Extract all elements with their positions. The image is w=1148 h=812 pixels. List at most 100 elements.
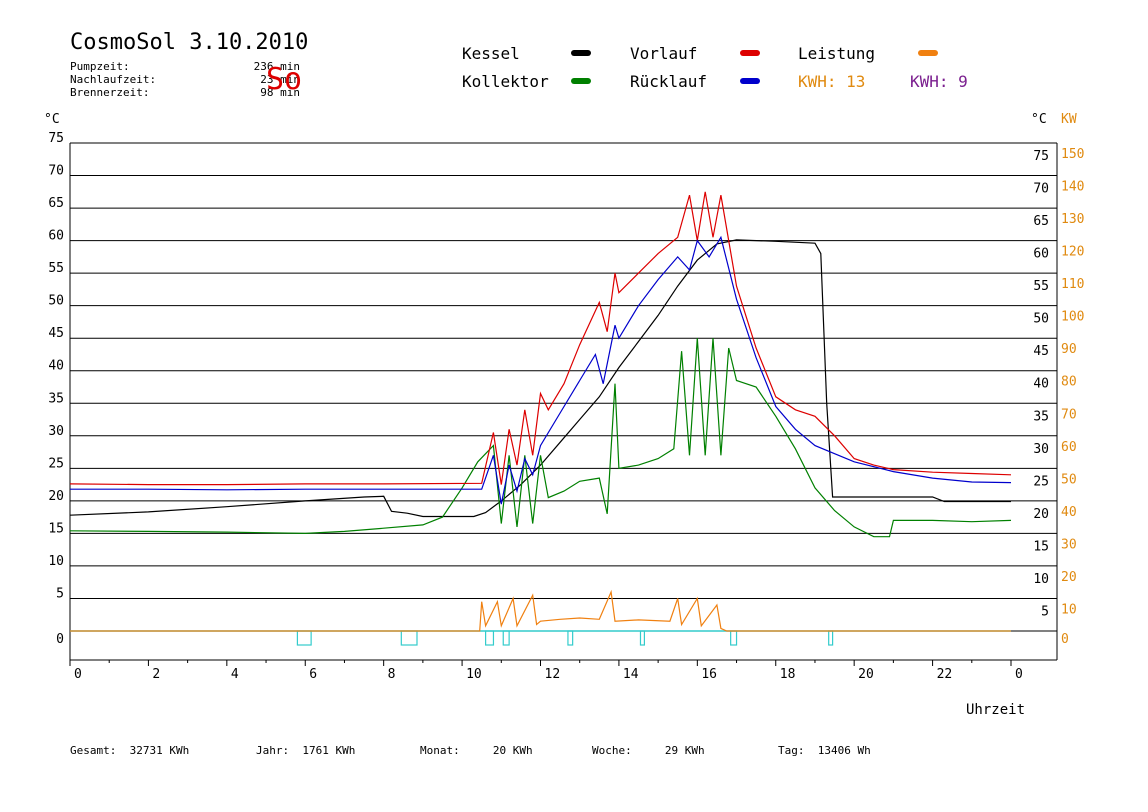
y-tick-label-right: 25 [1033, 474, 1049, 489]
y2-tick-label: 110 [1061, 277, 1084, 292]
y2-tick-label: 150 [1061, 147, 1084, 162]
stat-label: Tag: [778, 744, 805, 757]
y-tick-label-right: 35 [1033, 409, 1049, 424]
y2-tick-label: 120 [1061, 245, 1084, 260]
y-tick-label-left: 20 [48, 489, 64, 504]
y2-tick-label: 80 [1061, 375, 1077, 390]
x-tick-label: 4 [231, 667, 239, 682]
kwh-purple: KWH: 9 [910, 72, 968, 91]
series-line-leistung [70, 589, 1011, 632]
y-tick-label-right: 60 [1033, 247, 1049, 262]
stat-gesamt: Gesamt: 32731 KWh [70, 744, 189, 757]
x-tick-label: 12 [545, 667, 561, 682]
y-tick-label-right: 50 [1033, 312, 1049, 327]
y2-tick-label: 10 [1061, 602, 1077, 617]
weekday-label: So [266, 62, 303, 97]
info-value: 23 min [260, 73, 300, 86]
kwh-orange: KWH: 13 [798, 72, 865, 91]
y2-tick-label: 140 [1061, 180, 1084, 195]
y-tick-label-left: 65 [48, 196, 64, 211]
pump-pulse [828, 630, 834, 646]
info-brennerzeit: Brennerzeit: 98 min [70, 86, 300, 99]
x-tick-label: 0 [1015, 667, 1023, 682]
info-value: 98 min [260, 86, 300, 99]
y-tick-label-right: 70 [1033, 182, 1049, 197]
y-tick-label-right: 5 [1041, 604, 1049, 619]
y2-tick-label: 20 [1061, 570, 1077, 585]
y-tick-label-left: 75 [48, 131, 64, 146]
info-label: Nachlaufzeit: [70, 73, 157, 86]
legend-leistung-label: Leistung [798, 44, 876, 63]
chart-title: CosmoSol 3.10.2010 [70, 30, 309, 55]
y-tick-label-left: 50 [48, 294, 64, 309]
y-tick-label-right: 10 [1033, 572, 1049, 587]
y-tick-label-right: 15 [1033, 539, 1049, 554]
legend-kessel-swatch [571, 50, 591, 56]
stat-value: 20 KWh [492, 744, 533, 757]
pump-pulse [502, 630, 510, 646]
y-tick-label-left: 25 [48, 456, 64, 471]
y-tick-label-left: 35 [48, 391, 64, 406]
y-tick-label-left: 60 [48, 229, 64, 244]
y-tick-label-right: 65 [1033, 214, 1049, 229]
y-tick-label-left: 40 [48, 359, 64, 374]
stat-value: 29 KWh [664, 744, 705, 757]
pump-pulse [296, 630, 312, 646]
legend-ruecklauf-swatch [740, 78, 760, 84]
y-tick-label-left: 15 [48, 521, 64, 536]
right-axis-unit-temp: °C [1031, 112, 1047, 127]
kwh-orange-label: KWH: [798, 72, 837, 91]
pump-pulse [730, 630, 738, 646]
stat-jahr: Jahr: 1761 KWh [256, 744, 355, 757]
stat-label: Woche: [592, 744, 632, 757]
kwh-orange-value: 13 [846, 72, 866, 91]
y2-tick-label: 0 [1061, 632, 1069, 647]
kwh-purple-value: 9 [958, 72, 968, 91]
x-axis-label: Uhrzeit [966, 702, 1026, 718]
y2-tick-label: 90 [1061, 342, 1077, 357]
y-tick-label-left: 5 [56, 586, 64, 601]
y2-tick-label: 50 [1061, 472, 1077, 487]
info-nachlaufzeit: Nachlaufzeit: 23 min [70, 73, 300, 86]
pump-pulse [567, 630, 574, 646]
y-tick-label-right: 45 [1033, 344, 1049, 359]
x-tick-label: 20 [858, 667, 874, 682]
info-pumpzeit: Pumpzeit: 236 min [70, 60, 300, 73]
x-tick-label: 18 [780, 667, 796, 682]
info-label: Brennerzeit: [70, 86, 150, 99]
series-line-rcklauf [70, 235, 1012, 505]
right-axis-unit-power: KW [1061, 112, 1077, 127]
stat-woche: Woche: 29 KWh [592, 744, 705, 757]
legend-leistung-swatch [918, 50, 938, 56]
x-tick-label: 8 [388, 667, 396, 682]
series-line-vorlauf [69, 191, 1012, 486]
stat-value: 1761 KWh [302, 744, 356, 757]
y-tick-label-right: 30 [1033, 442, 1049, 457]
y2-tick-label: 70 [1061, 407, 1077, 422]
legend-kollektor-swatch [571, 78, 591, 84]
y2-tick-label: 40 [1061, 505, 1077, 520]
info-value: 236 min [253, 60, 300, 73]
legend-ruecklauf-label: Rücklauf [630, 72, 708, 91]
info-label: Pumpzeit: [70, 60, 130, 73]
y2-tick-label: 130 [1061, 212, 1084, 227]
x-tick-label: 6 [309, 667, 317, 682]
legend-kollektor-label: Kollektor [462, 72, 549, 91]
y-tick-label-right: 40 [1033, 377, 1049, 392]
y-tick-label-left: 0 [56, 632, 64, 647]
y-tick-label-left: 70 [48, 164, 64, 179]
left-axis-unit: °C [44, 112, 60, 127]
kwh-purple-label: KWH: [910, 72, 949, 91]
legend-kessel-label: Kessel [462, 44, 520, 63]
y-tick-label-right: 55 [1033, 279, 1049, 294]
series-line-kollektor [69, 338, 1012, 538]
y2-tick-label: 30 [1061, 537, 1077, 552]
y2-tick-label: 60 [1061, 440, 1077, 455]
y-tick-label-left: 10 [48, 554, 64, 569]
pump-pulse [485, 630, 495, 646]
y-tick-label-left: 30 [48, 424, 64, 439]
y-tick-label-right: 20 [1033, 507, 1049, 522]
y-tick-label-right: 75 [1033, 149, 1049, 164]
